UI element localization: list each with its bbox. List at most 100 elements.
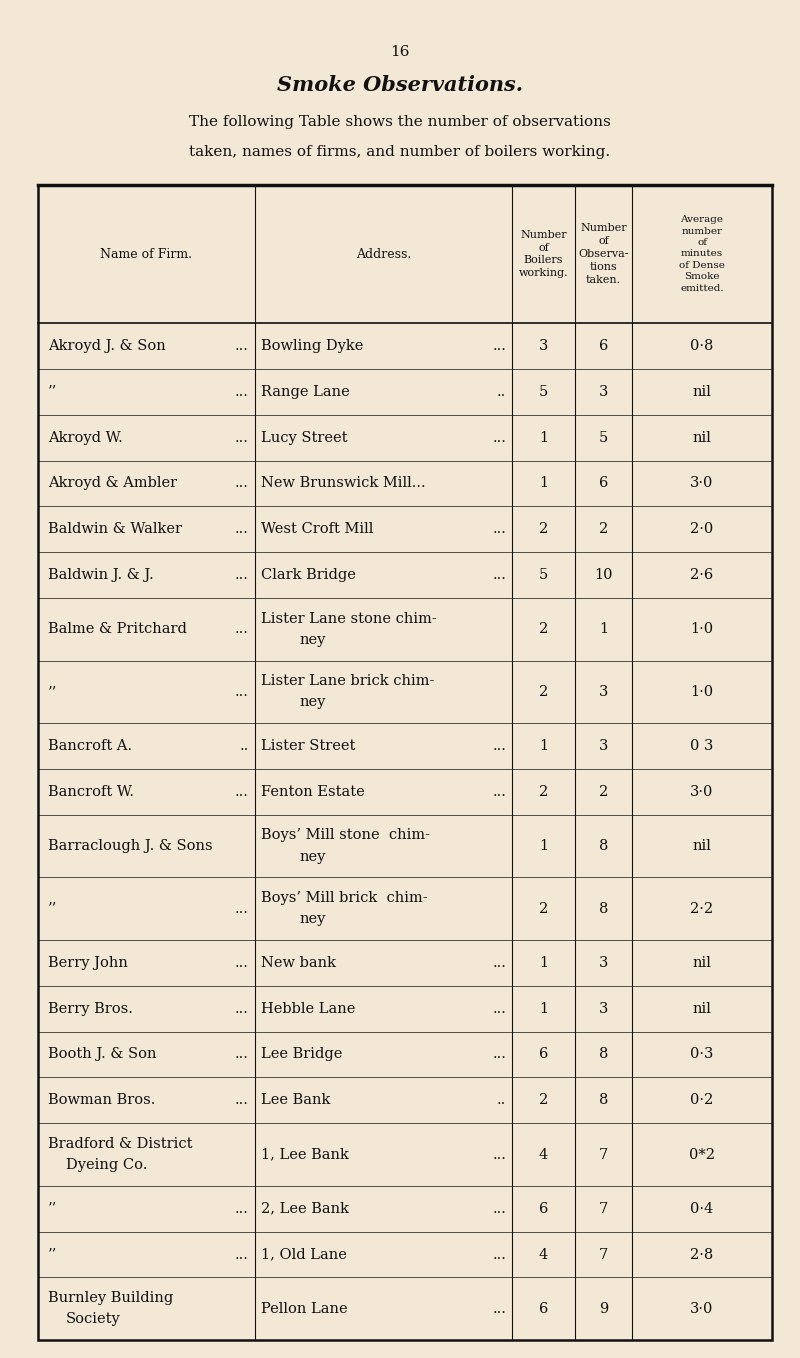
Text: ney: ney <box>299 695 326 709</box>
Text: 2·6: 2·6 <box>690 568 714 583</box>
Text: New Brunswick Mill...: New Brunswick Mill... <box>261 477 426 490</box>
Text: 3·0: 3·0 <box>690 477 714 490</box>
Text: 0·3: 0·3 <box>690 1047 714 1062</box>
Text: 6: 6 <box>539 1047 548 1062</box>
Text: 2: 2 <box>539 1093 548 1107</box>
Text: ...: ... <box>235 902 249 915</box>
Text: Bowling Dyke: Bowling Dyke <box>261 340 363 353</box>
Text: nil: nil <box>693 430 711 444</box>
Text: Akroyd W.: Akroyd W. <box>48 430 122 444</box>
Text: 16: 16 <box>390 45 410 58</box>
Text: 2, Lee Bank: 2, Lee Bank <box>261 1202 349 1215</box>
Text: Baldwin J. & J.: Baldwin J. & J. <box>48 568 154 583</box>
Text: 2: 2 <box>539 902 548 915</box>
Text: 4: 4 <box>539 1148 548 1161</box>
Text: ’’: ’’ <box>48 1202 58 1215</box>
Text: 1: 1 <box>539 956 548 970</box>
Text: New bank: New bank <box>261 956 336 970</box>
Text: 3: 3 <box>599 956 608 970</box>
Text: 8: 8 <box>599 902 608 915</box>
Text: ...: ... <box>492 430 506 444</box>
Text: Fenton Estate: Fenton Estate <box>261 785 365 799</box>
Text: Average
number
of
minutes
of Dense
Smoke
emitted.: Average number of minutes of Dense Smoke… <box>679 215 725 293</box>
Text: Baldwin & Walker: Baldwin & Walker <box>48 523 182 536</box>
Text: Number
of
Observa-
tions
taken.: Number of Observa- tions taken. <box>578 224 629 285</box>
Text: ..: .. <box>240 739 249 754</box>
Text: 3: 3 <box>599 1002 608 1016</box>
Text: Boys’ Mill stone  chim-: Boys’ Mill stone chim- <box>261 828 430 842</box>
Text: 1, Lee Bank: 1, Lee Bank <box>261 1148 349 1161</box>
Text: Number
of
Boilers
working.: Number of Boilers working. <box>518 230 568 278</box>
Text: 1, Old Lane: 1, Old Lane <box>261 1248 347 1262</box>
Text: ney: ney <box>299 913 326 926</box>
Text: ney: ney <box>299 850 326 864</box>
Text: ...: ... <box>235 956 249 970</box>
Text: 6: 6 <box>539 1302 548 1316</box>
Text: ...: ... <box>235 340 249 353</box>
Text: ’’: ’’ <box>48 384 58 399</box>
Text: 8: 8 <box>599 1093 608 1107</box>
Text: Dyeing Co.: Dyeing Co. <box>66 1158 147 1172</box>
Text: ’’: ’’ <box>48 684 58 699</box>
Text: 2·0: 2·0 <box>690 523 714 536</box>
Text: Pellon Lane: Pellon Lane <box>261 1302 348 1316</box>
Text: 6: 6 <box>599 477 608 490</box>
Text: 6: 6 <box>539 1202 548 1215</box>
Text: nil: nil <box>693 839 711 853</box>
Text: ...: ... <box>492 1047 506 1062</box>
Text: 3·0: 3·0 <box>690 785 714 799</box>
Text: ...: ... <box>235 1093 249 1107</box>
Text: 7: 7 <box>599 1202 608 1215</box>
Text: ...: ... <box>235 622 249 637</box>
Text: Hebble Lane: Hebble Lane <box>261 1002 355 1016</box>
Text: 1·0: 1·0 <box>690 622 714 637</box>
Text: 0 3: 0 3 <box>690 739 714 754</box>
Text: 3: 3 <box>599 739 608 754</box>
Text: 8: 8 <box>599 839 608 853</box>
Text: ’’: ’’ <box>48 1248 58 1262</box>
Text: Lister Street: Lister Street <box>261 739 355 754</box>
Text: 2: 2 <box>539 523 548 536</box>
Text: 1: 1 <box>539 839 548 853</box>
Text: 0·2: 0·2 <box>690 1093 714 1107</box>
Text: taken, names of firms, and number of boilers working.: taken, names of firms, and number of boi… <box>190 145 610 159</box>
Text: ..: .. <box>497 384 506 399</box>
Text: The following Table shows the number of observations: The following Table shows the number of … <box>189 115 611 129</box>
Text: 2: 2 <box>599 785 608 799</box>
Text: Berry Bros.: Berry Bros. <box>48 1002 133 1016</box>
Text: Society: Society <box>66 1312 121 1327</box>
Text: nil: nil <box>693 1002 711 1016</box>
Text: ’’: ’’ <box>48 902 58 915</box>
Text: ...: ... <box>492 1248 506 1262</box>
Text: 5: 5 <box>539 568 548 583</box>
Text: Lucy Street: Lucy Street <box>261 430 347 444</box>
Text: Lee Bank: Lee Bank <box>261 1093 330 1107</box>
Text: ...: ... <box>492 523 506 536</box>
Text: 0·8: 0·8 <box>690 340 714 353</box>
Text: Berry John: Berry John <box>48 956 128 970</box>
Text: ...: ... <box>235 684 249 699</box>
Text: 7: 7 <box>599 1248 608 1262</box>
Text: Boys’ Mill brick  chim-: Boys’ Mill brick chim- <box>261 891 428 904</box>
Text: 7: 7 <box>599 1148 608 1161</box>
Text: 2·8: 2·8 <box>690 1248 714 1262</box>
Text: ...: ... <box>492 1002 506 1016</box>
Text: ...: ... <box>235 523 249 536</box>
Text: 3: 3 <box>599 384 608 399</box>
Text: 0·4: 0·4 <box>690 1202 714 1215</box>
Text: Clark Bridge: Clark Bridge <box>261 568 356 583</box>
Text: Bancroft W.: Bancroft W. <box>48 785 134 799</box>
Text: West Croft Mill: West Croft Mill <box>261 523 374 536</box>
Text: Lister Lane brick chim-: Lister Lane brick chim- <box>261 674 434 689</box>
Text: 8: 8 <box>599 1047 608 1062</box>
Text: 5: 5 <box>539 384 548 399</box>
Text: ...: ... <box>235 477 249 490</box>
Text: ...: ... <box>235 568 249 583</box>
Text: 1·0: 1·0 <box>690 684 714 699</box>
Text: 2: 2 <box>539 684 548 699</box>
Text: Akroyd J. & Son: Akroyd J. & Son <box>48 340 166 353</box>
Text: ...: ... <box>235 1002 249 1016</box>
Text: ...: ... <box>235 1047 249 1062</box>
Text: 3: 3 <box>599 684 608 699</box>
Text: 0*2: 0*2 <box>689 1148 715 1161</box>
